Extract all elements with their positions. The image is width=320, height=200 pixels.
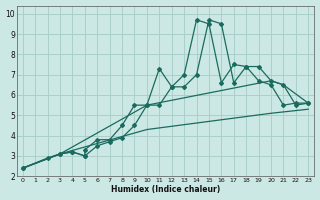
- X-axis label: Humidex (Indice chaleur): Humidex (Indice chaleur): [111, 185, 220, 194]
